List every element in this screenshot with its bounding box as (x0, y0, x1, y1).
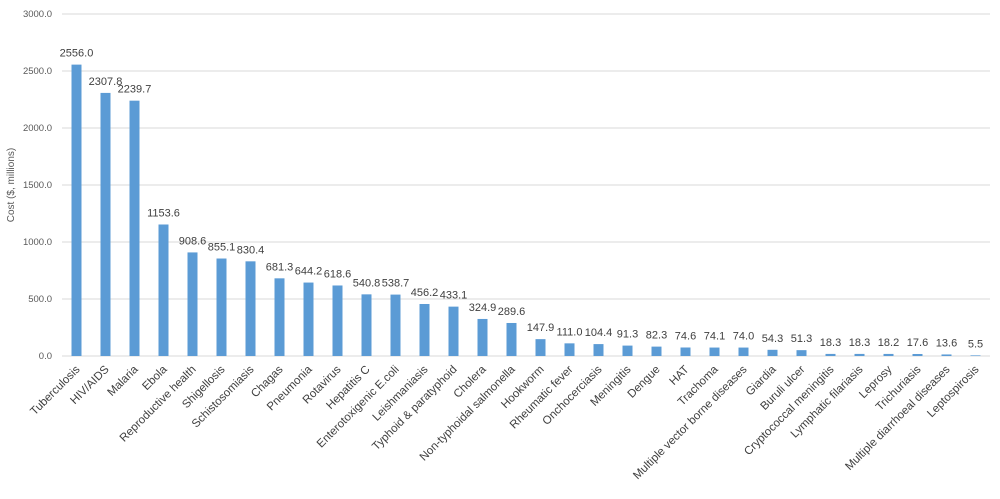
data-label: 681.3 (266, 261, 294, 273)
y-tick-label: 1500.0 (23, 180, 52, 191)
data-label: 82.3 (646, 330, 667, 342)
data-label: 2239.7 (118, 84, 152, 96)
bar (651, 346, 662, 356)
data-label: 111.0 (557, 326, 583, 338)
data-label: 1153.6 (147, 207, 180, 219)
bar (100, 92, 111, 356)
bar (187, 252, 198, 356)
bar (912, 353, 923, 356)
data-label: 908.6 (179, 235, 207, 247)
bar (564, 343, 575, 356)
data-label: 618.6 (324, 268, 352, 280)
data-label: 324.9 (469, 302, 497, 314)
bar (332, 285, 343, 356)
bar (709, 347, 720, 356)
x-tick-label: Malaria (105, 363, 141, 399)
data-label: 54.3 (762, 333, 783, 345)
data-label: 2556.0 (60, 48, 94, 60)
bar (158, 224, 169, 356)
data-label: 74.1 (704, 331, 725, 343)
bar (274, 278, 285, 356)
data-label: 433.1 (440, 290, 468, 302)
data-label: 91.3 (617, 329, 638, 341)
bar (303, 282, 314, 356)
bar (970, 355, 981, 356)
bar (245, 261, 256, 356)
data-label: 18.3 (820, 337, 841, 349)
y-tick-label: 0.0 (39, 351, 52, 362)
bar (825, 353, 836, 356)
data-label: 147.9 (527, 322, 555, 334)
data-label: 830.4 (237, 244, 265, 256)
data-label: 18.2 (878, 337, 899, 349)
bar (535, 339, 546, 356)
bar (593, 344, 604, 356)
x-tick-label: Tuberculosis (28, 363, 82, 417)
bar (738, 347, 749, 356)
bar (680, 347, 691, 356)
data-label: 855.1 (208, 242, 236, 254)
data-label: 51.3 (791, 333, 812, 345)
bars (71, 64, 981, 357)
bar (506, 322, 517, 356)
bar (361, 294, 372, 356)
data-label: 104.4 (585, 327, 613, 339)
bar (622, 345, 633, 356)
y-tick-label: 2500.0 (23, 66, 52, 77)
bar (796, 350, 807, 356)
data-label: 17.6 (907, 337, 928, 349)
data-label: 2307.8 (89, 76, 123, 88)
data-label: 74.0 (733, 331, 754, 343)
data-label: 456.2 (411, 287, 439, 299)
data-label: 644.2 (295, 266, 323, 278)
data-label: 18.3 (849, 337, 870, 349)
bar (883, 353, 894, 356)
bar (854, 353, 865, 356)
bar (216, 258, 227, 356)
gridlines (62, 13, 990, 357)
bar (767, 349, 778, 356)
data-label: 74.6 (675, 330, 696, 342)
bar (448, 306, 459, 356)
y-tick-label: 3000.0 (23, 9, 52, 20)
data-label: 540.8 (353, 277, 381, 289)
y-axis-ticks: 0.0 500.0 1000.0 1500.0 2000.0 2500.0 3000.0 (23, 9, 52, 362)
y-axis-label: Cost ($, millions) (6, 148, 17, 222)
bar (129, 100, 140, 357)
data-label: 13.6 (936, 337, 957, 349)
y-tick-label: 500.0 (28, 294, 52, 305)
x-tick-label: Dengue (626, 364, 663, 401)
data-label: 538.7 (382, 278, 410, 290)
bar (71, 64, 82, 356)
data-label: 5.5 (968, 338, 983, 350)
bar (390, 294, 401, 356)
bar (941, 354, 952, 356)
x-tick-label: HAT (667, 364, 691, 388)
x-tick-label: Leptospirosis (925, 363, 982, 420)
data-label: 289.6 (498, 306, 526, 318)
bar (477, 318, 488, 356)
y-tick-label: 1000.0 (23, 237, 52, 248)
bar (419, 303, 430, 356)
y-tick-label: 2000.0 (23, 123, 52, 134)
